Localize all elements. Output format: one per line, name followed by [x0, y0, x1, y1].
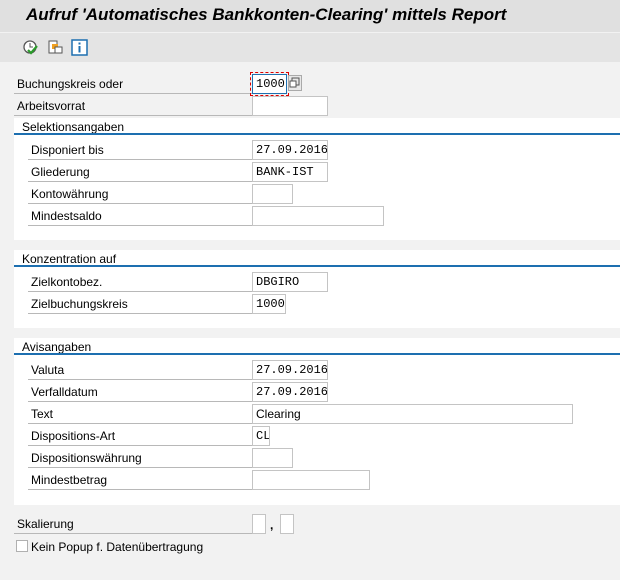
field-input[interactable] — [252, 206, 384, 226]
arbeitsvorrat-label: Arbeitsvorrat — [14, 97, 252, 116]
group-header: Selektionsangaben — [22, 120, 125, 134]
field-input[interactable]: 27.09.2016 — [252, 140, 328, 160]
info-icon[interactable] — [71, 39, 88, 56]
execute-icon[interactable] — [22, 39, 39, 56]
field-label: Mindestbetrag — [28, 471, 252, 490]
field-input[interactable] — [252, 448, 293, 468]
field-label: Disponiert bis — [28, 141, 252, 160]
variant-icon[interactable] — [47, 39, 64, 56]
field-input[interactable]: BANK-IST — [252, 162, 328, 182]
field-input[interactable] — [252, 184, 293, 204]
field-input[interactable]: 1000 — [252, 294, 286, 314]
field-label: Kontowährung — [28, 185, 252, 204]
group-header: Avisangaben — [22, 340, 92, 354]
field-label: Text — [28, 405, 252, 424]
kein-popup-label: Kein Popup f. Datenübertragung — [31, 540, 204, 554]
field-input[interactable]: 27.09.2016 — [252, 360, 328, 380]
field-label: Zielkontobez. — [28, 273, 252, 292]
group-header: Konzentration auf — [22, 252, 117, 266]
divider — [14, 133, 620, 135]
field-input[interactable]: Clearing — [252, 404, 573, 424]
field-input[interactable] — [252, 470, 370, 490]
title-bar: Aufruf 'Automatisches Bankkonten-Clearin… — [0, 0, 620, 32]
field-input[interactable]: CL — [252, 426, 270, 446]
skalierung-input-1[interactable] — [252, 514, 266, 534]
buchungskreis-label: Buchungskreis oder — [14, 75, 252, 94]
field-label: Verfalldatum — [28, 383, 252, 402]
field-input[interactable]: 27.09.2016 — [252, 382, 328, 402]
toolbar — [0, 33, 620, 62]
buchungskreis-input[interactable]: 1000 — [250, 72, 289, 96]
skalierung-input-2[interactable] — [280, 514, 294, 534]
field-label: Dispositionswährung — [28, 449, 252, 468]
kein-popup-checkbox[interactable] — [16, 540, 28, 552]
field-label: Valuta — [28, 361, 252, 380]
divider — [14, 353, 620, 355]
field-label: Gliederung — [28, 163, 252, 182]
multiple-selection-icon[interactable] — [288, 75, 302, 91]
page-title: Aufruf 'Automatisches Bankkonten-Clearin… — [26, 5, 507, 24]
field-input[interactable]: DBGIRO — [252, 272, 328, 292]
field-label: Dispositions-Art — [28, 427, 252, 446]
skalierung-label: Skalierung — [14, 515, 252, 534]
field-label: Zielbuchungskreis — [28, 295, 252, 314]
field-label: Mindestsaldo — [28, 207, 252, 226]
separator: , — [270, 518, 274, 532]
arbeitsvorrat-input[interactable] — [252, 96, 328, 116]
divider — [14, 265, 620, 267]
